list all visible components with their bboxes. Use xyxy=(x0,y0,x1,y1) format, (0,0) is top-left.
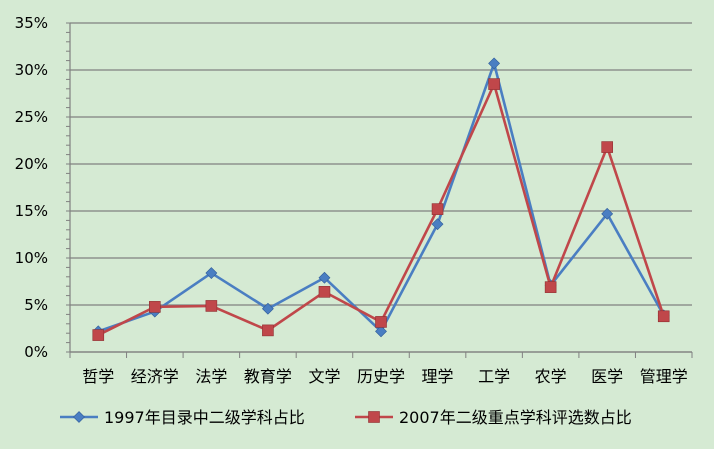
data-point xyxy=(431,203,444,215)
gridlines xyxy=(70,22,692,353)
x-tick-label: 理学 xyxy=(422,367,454,386)
data-point xyxy=(205,267,218,279)
data-point xyxy=(488,78,500,90)
x-tick-label: 法学 xyxy=(195,367,227,386)
x-tick-label: 工学 xyxy=(478,367,510,386)
y-tick-label: 10% xyxy=(15,249,48,267)
data-point xyxy=(601,207,614,220)
data-point xyxy=(601,141,613,153)
data-point xyxy=(262,324,274,337)
x-tick-label: 经济学 xyxy=(131,367,179,386)
y-tick-label: 35% xyxy=(15,14,48,32)
y-tick-label: 30% xyxy=(15,61,48,79)
legend-label: 1997年目录中二级学科占比 xyxy=(104,408,305,427)
y-axis-ticks: 0% 5% 10% 15% 20% 25% 30% 35% xyxy=(15,14,48,361)
legend-item: 1997年目录中二级学科占比 xyxy=(60,408,305,427)
x-tick-label: 农学 xyxy=(535,367,567,386)
data-point xyxy=(205,300,218,312)
data-point xyxy=(92,329,105,341)
legend-item: 2007年二级重点学科评选数占比 xyxy=(355,408,632,427)
data-point xyxy=(544,281,557,293)
data-point xyxy=(149,301,161,313)
data-point xyxy=(261,302,274,315)
x-tick-label: 管理学 xyxy=(640,367,688,386)
y-tick-label: 5% xyxy=(24,296,48,314)
series-2 xyxy=(92,78,670,341)
series-1 xyxy=(92,57,670,338)
series-line xyxy=(97,82,665,337)
x-axis xyxy=(66,22,693,358)
series-layer xyxy=(92,57,670,341)
y-tick-label: 20% xyxy=(15,155,48,173)
x-tick-label: 教育学 xyxy=(244,367,292,386)
legend-marker xyxy=(368,411,380,423)
x-tick-label: 医学 xyxy=(591,367,623,386)
x-tick-label: 文学 xyxy=(308,367,340,386)
data-point xyxy=(375,325,387,338)
y-tick-label: 15% xyxy=(15,202,48,220)
data-point xyxy=(488,57,501,70)
data-point xyxy=(318,286,331,298)
data-point xyxy=(431,218,444,231)
data-point xyxy=(318,271,331,284)
legend-label: 2007年二级重点学科评选数占比 xyxy=(399,408,632,427)
x-axis-ticks: 哲学 经济学 法学 教育学 文学 历史学 理学 工学 农学 医学 管理学 xyxy=(82,367,687,386)
y-tick-label: 0% xyxy=(24,343,48,361)
x-tick-label: 历史学 xyxy=(357,367,405,386)
y-tick-label: 25% xyxy=(15,108,48,126)
x-tick-label: 哲学 xyxy=(82,367,114,386)
legend-marker xyxy=(73,411,85,423)
data-point xyxy=(657,310,670,323)
series-line xyxy=(97,62,665,333)
legend: 1997年目录中二级学科占比 2007年二级重点学科评选数占比 xyxy=(60,408,632,427)
data-point xyxy=(375,316,387,328)
